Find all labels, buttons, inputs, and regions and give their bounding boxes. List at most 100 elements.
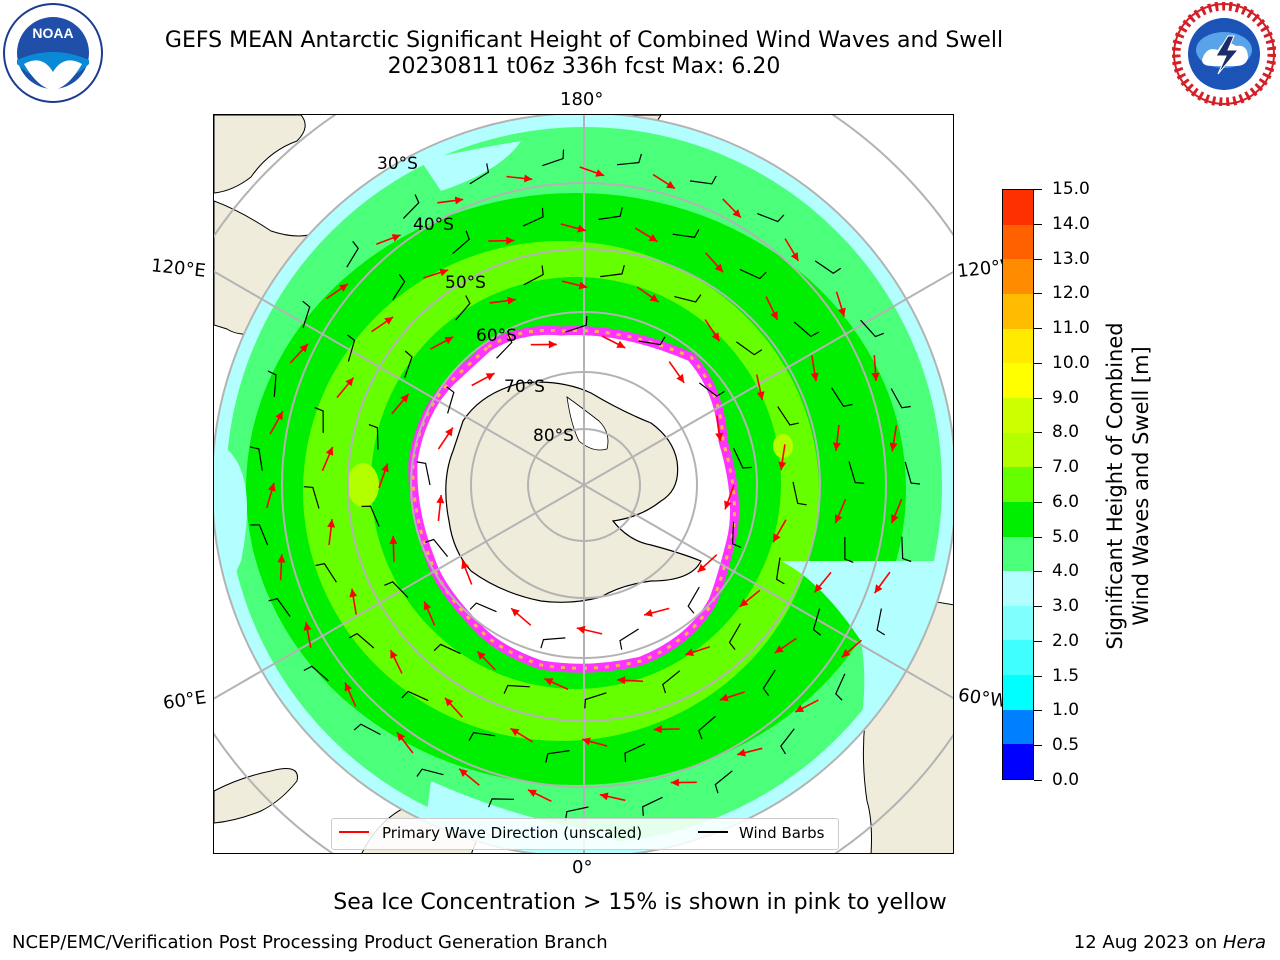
colorbar-tick-mark — [1034, 293, 1042, 295]
wave-arrow-head — [485, 373, 495, 381]
wave-arrow-head — [578, 281, 588, 290]
wind-barb — [455, 295, 471, 321]
wind-barb — [384, 581, 409, 599]
wind-barb — [689, 175, 717, 185]
wave-arrow-head — [778, 461, 787, 471]
colorbar-tick-label: 6.0 — [1052, 491, 1080, 512]
wind-barb — [844, 537, 854, 563]
colorbar-tick-mark — [1034, 536, 1042, 538]
footer-machine: Hera — [1222, 932, 1266, 953]
wave-arrow-head — [874, 584, 883, 594]
wind-barb — [469, 602, 497, 613]
wind-barb — [315, 563, 337, 583]
wave-arrow-head — [444, 697, 454, 707]
wave-arrow-head — [719, 693, 729, 702]
wave-arrow-head — [524, 174, 533, 183]
wave-arrow-head — [773, 533, 781, 543]
wind-barb — [584, 692, 607, 709]
wind-barb — [401, 690, 429, 702]
wave-arrow-head — [436, 495, 445, 504]
colorbar-tick-label: 1.0 — [1052, 700, 1080, 721]
colorbar-tick-mark — [1034, 710, 1042, 712]
wind-barb — [672, 229, 700, 238]
wind-barb — [876, 608, 886, 636]
wave-arrow-head — [739, 598, 749, 607]
colorbar-segment — [1003, 294, 1033, 329]
madagascar-land — [214, 768, 298, 824]
colorbar-segment — [1003, 605, 1033, 641]
wind-barb — [901, 536, 912, 563]
colorbar-tick-mark — [1034, 571, 1042, 573]
wind-barb — [496, 333, 513, 359]
wave-arrow-head — [528, 789, 537, 797]
wave-arrow-head — [595, 169, 605, 177]
footer-date: 12 Aug 2023 on Hera — [1074, 932, 1266, 953]
colorbar-segment — [1003, 363, 1033, 398]
wave-arrow-head — [832, 442, 841, 451]
colorbar-tick-mark — [1034, 467, 1042, 469]
wave-arrow-head — [814, 583, 823, 593]
colorbar-segment — [1003, 190, 1033, 225]
wind-barb — [361, 505, 380, 527]
wave-arrow-head — [345, 377, 354, 387]
wave-arrow-head — [889, 442, 898, 452]
lon-label-120e: 120°E — [150, 255, 207, 282]
wave-arrow-head — [461, 560, 469, 570]
lon-label-60e: 60°E — [161, 687, 208, 714]
wind-barb — [433, 643, 461, 655]
wave-arrow-head — [795, 704, 805, 712]
wave-arrow-head — [891, 514, 899, 524]
wind-barb — [890, 388, 911, 409]
colorbar-tick-mark — [1034, 606, 1042, 608]
wave-arrow-head — [648, 234, 658, 242]
wind-barb — [468, 732, 496, 741]
wind-barb — [404, 350, 413, 378]
wind-barb — [638, 336, 666, 346]
colorbar-segment — [1003, 467, 1033, 502]
colorbar-tick-label: 2.0 — [1052, 630, 1080, 651]
wind-barb — [488, 798, 515, 808]
chart-title-line2: 20230811 t06z 336h fcst Max: 6.20 — [387, 54, 781, 79]
wave-arrow-head — [790, 252, 799, 261]
colorbar-tick-mark — [1034, 397, 1042, 399]
wave-arrow-head — [299, 343, 308, 353]
wave-arrow-head — [339, 284, 348, 292]
wave-arrow-head — [384, 317, 394, 325]
wave-arrow-head — [327, 519, 336, 528]
wind-barb — [446, 386, 455, 414]
wind-barb — [624, 743, 646, 763]
wind-barb — [731, 521, 742, 548]
wind-barb — [416, 768, 444, 777]
lat-label-80s: 80°S — [533, 426, 574, 446]
wave-arrow-head — [670, 778, 679, 787]
colorbar-label: Significant Height of Combined Wind Wave… — [1102, 322, 1154, 649]
wave-arrow-head — [390, 650, 398, 659]
wind-barb — [739, 268, 767, 280]
wind-barb — [848, 461, 865, 484]
wave-arrow-head — [737, 748, 746, 757]
wind-barb — [812, 608, 821, 636]
footer-date-text: 12 Aug 2023 on — [1073, 932, 1223, 953]
wave-arrow-head — [445, 427, 453, 437]
wind-barb — [353, 723, 381, 736]
wave-arrow-head — [439, 268, 449, 277]
colorbar-segment — [1003, 397, 1033, 433]
wave-arrow-head — [599, 792, 609, 801]
colorbar-segment — [1003, 571, 1033, 606]
wind-barb — [314, 407, 324, 433]
wind-barbs-legend-label: Wind Barbs — [739, 824, 825, 842]
colorbar-tick-label: 10.0 — [1052, 352, 1090, 373]
wave-arrow-head — [277, 554, 286, 563]
wave-arrow-head — [770, 311, 778, 320]
wave-arrow-head — [454, 196, 464, 205]
wind-barb — [522, 207, 544, 227]
wave-arrow-head — [576, 625, 586, 634]
wind-barb — [757, 213, 785, 223]
wind-barb — [714, 770, 733, 794]
wave-arrow-head — [391, 234, 401, 242]
wind-barb — [564, 806, 589, 821]
colorbar-label-line1: Significant Height of Combined — [1103, 322, 1127, 650]
colorbar-segment — [1003, 501, 1033, 537]
wind-barb — [346, 240, 359, 268]
colorbar-segment — [1003, 675, 1033, 710]
